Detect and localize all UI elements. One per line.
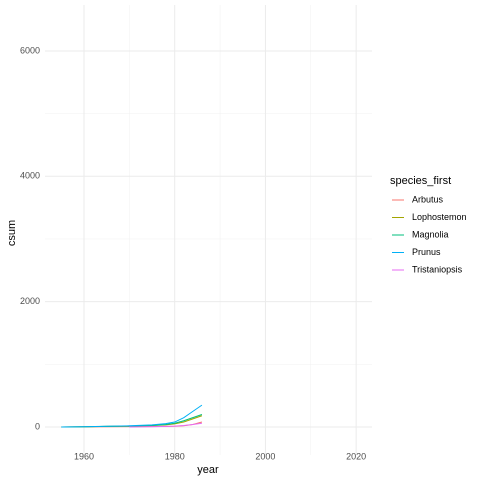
x-tick-label: 2000 (255, 451, 275, 461)
y-tick-label: 4000 (20, 171, 40, 181)
x-tick-label: 1960 (74, 451, 94, 461)
legend-label: Prunus (412, 247, 441, 257)
series-line (61, 414, 203, 428)
legend-label: Tristaniopsis (412, 264, 463, 274)
series-line (61, 404, 203, 428)
y-tick-label: 6000 (20, 45, 40, 55)
legend-title: species_first (390, 175, 451, 187)
legend-label: Lophostemon (412, 212, 467, 222)
x-tick-label: 1980 (165, 451, 185, 461)
grid (45, 5, 372, 455)
y-tick-label: 0 (35, 421, 40, 431)
y-axis-title: csum (6, 220, 18, 246)
legend-label: Magnolia (412, 229, 449, 239)
y-tick-label: 2000 (20, 296, 40, 306)
x-tick-label: 2020 (346, 451, 366, 461)
legend-label: Arbutus (412, 194, 444, 204)
x-axis-title: year (197, 464, 219, 476)
lines (61, 404, 203, 428)
series-line (129, 422, 202, 428)
